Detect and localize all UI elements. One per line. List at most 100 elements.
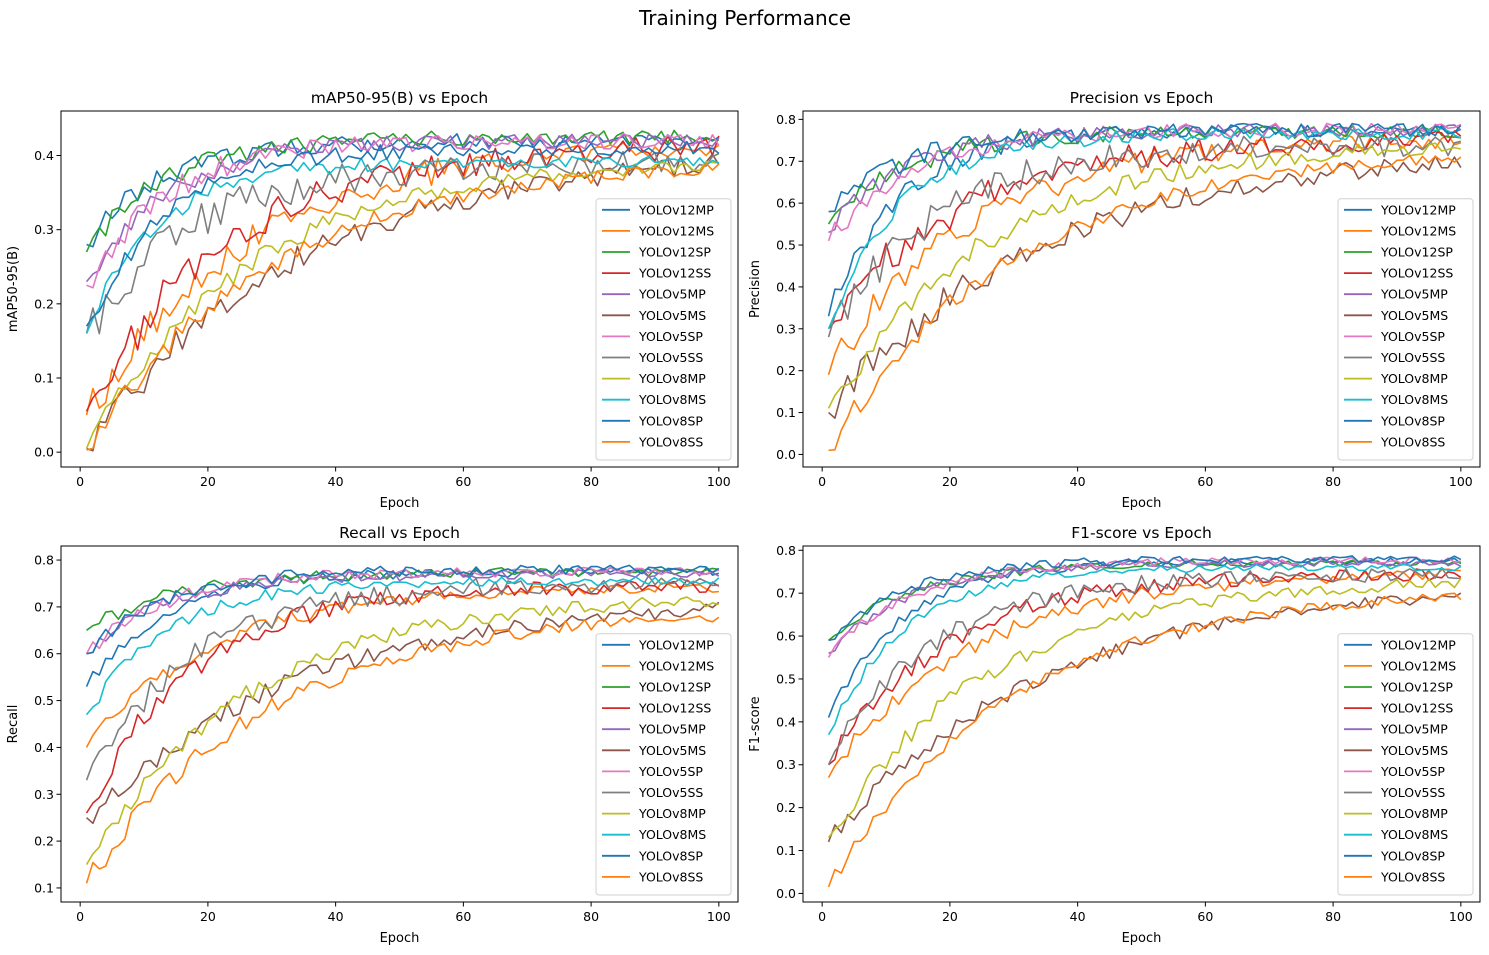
legend-label-yolov12mp: YOLOv12MP — [638, 637, 714, 652]
x-tick-label: 80 — [583, 474, 599, 489]
y-axis-label: Recall — [6, 705, 21, 744]
legend-label-yolov12sp: YOLOv12SP — [1380, 680, 1453, 695]
series-line-yolov8ss — [827, 592, 1462, 888]
x-axis-label: Epoch — [380, 496, 420, 511]
y-tick-label: 0.1 — [34, 371, 54, 386]
series-line-yolov5sp — [827, 556, 1461, 658]
series-line-yolov8mp — [85, 160, 719, 449]
subplot-4: F1-score vs Epoch 0 20 40 60 80 100 0.0 0.1 0.2 0.… — [748, 524, 1481, 946]
series-lines — [827, 555, 1462, 888]
legend-label-yolov5ms: YOLOv5MS — [1380, 308, 1448, 323]
series-line-yolov8ss — [85, 615, 720, 884]
legend: YOLOv12MP YOLOv12MS YOLOv12SP YOLOv12SS YOLO… — [1337, 633, 1474, 896]
legend-label-yolov12ms: YOLOv12MS — [1380, 658, 1456, 673]
x-tick-label: 100 — [1449, 474, 1473, 489]
x-tick-label: 100 — [707, 474, 731, 489]
legend-label-yolov12ss: YOLOv12SS — [1380, 266, 1453, 281]
legend-label-yolov8sp: YOLOv8SP — [1380, 848, 1445, 863]
legend-box — [1337, 633, 1474, 896]
legend-label-yolov8ss: YOLOv8SS — [1380, 434, 1445, 449]
y-tick-label: 0.6 — [776, 629, 796, 644]
x-tick-label: 60 — [455, 909, 471, 924]
legend-label-yolov5ss: YOLOv5SS — [1380, 350, 1445, 365]
series-line-yolov8ms — [85, 155, 720, 334]
series-line-yolov5sp — [86, 132, 720, 289]
x-axis-label: Epoch — [1122, 496, 1162, 511]
x-tick-label: 60 — [1197, 474, 1213, 489]
series-line-yolov8ms — [827, 127, 1462, 330]
y-tick-label: 0.1 — [34, 880, 54, 895]
series-lines — [85, 564, 720, 884]
legend-label-yolov5mp: YOLOv5MP — [1380, 722, 1448, 737]
series-lines — [827, 122, 1462, 452]
legend-label-yolov5mp: YOLOv5MP — [1380, 287, 1448, 302]
subplot-title: mAP50-95(B) vs Epoch — [311, 89, 488, 107]
y-tick-label: 0.0 — [776, 886, 796, 901]
legend-label-yolov12ss: YOLOv12SS — [638, 701, 711, 716]
y-tick-label: 0.4 — [34, 148, 54, 163]
series-lines — [85, 129, 720, 452]
legend-label-yolov5ss: YOLOv5SS — [638, 350, 703, 365]
x-tick-label: 0 — [818, 909, 826, 924]
axes-frame — [60, 545, 739, 903]
y-tick-label: 0.7 — [776, 154, 796, 169]
x-tick-label: 20 — [942, 474, 958, 489]
legend-label-yolov8sp: YOLOv8SP — [1380, 413, 1445, 428]
series-line-yolov8mp — [827, 577, 1462, 839]
y-tick-label: 0.5 — [776, 238, 796, 253]
x-tick-label: 0 — [76, 909, 84, 924]
legend-label-yolov8ss: YOLOv8SS — [1380, 869, 1445, 884]
x-tick-label: 20 — [942, 909, 958, 924]
series-line-yolov5ms — [827, 592, 1462, 843]
legend-label-yolov5ss: YOLOv5SS — [638, 785, 703, 800]
legend-label-yolov12ms: YOLOv12MS — [1380, 223, 1456, 238]
x-tick-label: 40 — [328, 909, 344, 924]
legend-label-yolov8ms: YOLOv8MS — [1380, 827, 1448, 842]
legend-label-yolov12mp: YOLOv12MP — [638, 202, 714, 217]
series-line-yolov5ms — [86, 601, 720, 825]
series-line-yolov5ss — [85, 150, 720, 335]
y-tick-label: 0.1 — [776, 405, 796, 420]
series-line-yolov8sp — [85, 140, 720, 327]
y-axis-label: mAP50-95(B) — [6, 246, 21, 332]
legend-label-yolov5sp: YOLOv5SP — [638, 329, 703, 344]
series-line-yolov12mp — [85, 567, 720, 687]
y-tick-label: 0.7 — [34, 599, 54, 614]
subplot-title: Recall vs Epoch — [339, 524, 460, 542]
x-tick-label: 100 — [707, 909, 731, 924]
series-line-yolov12ms — [827, 568, 1461, 778]
legend-box — [595, 633, 732, 896]
subplot-3: Recall vs Epoch 0 20 40 60 80 100 0.1 0.2 0.3 0.4 0… — [6, 524, 739, 946]
y-tick-label: 0.3 — [34, 222, 54, 237]
y-tick-label: 0.0 — [34, 445, 54, 460]
series-line-yolov12ss — [827, 130, 1462, 330]
x-tick-label: 0 — [76, 474, 84, 489]
legend-box — [1337, 198, 1474, 461]
legend-label-yolov5mp: YOLOv5MP — [638, 287, 706, 302]
y-tick-label: 0.4 — [34, 740, 54, 755]
y-tick-label: 0.3 — [776, 757, 796, 772]
legend-label-yolov12mp: YOLOv12MP — [1380, 202, 1456, 217]
legend-label-yolov8ss: YOLOv8SS — [638, 434, 703, 449]
series-line-yolov8mp — [827, 142, 1462, 409]
x-axis-label: Epoch — [380, 931, 420, 946]
figure-title: Training Performance — [638, 6, 851, 30]
legend-label-yolov8mp: YOLOv8MP — [638, 806, 706, 821]
legend-label-yolov12sp: YOLOv12SP — [638, 680, 711, 695]
x-axis-label: Epoch — [1122, 931, 1162, 946]
x-tick-label: 20 — [200, 909, 216, 924]
legend-box — [595, 198, 732, 461]
y-tick-label: 0.2 — [34, 296, 54, 311]
x-tick-label: 60 — [455, 474, 471, 489]
subplot-title: Precision vs Epoch — [1070, 89, 1214, 107]
legend-label-yolov12sp: YOLOv12SP — [1380, 245, 1453, 260]
legend: YOLOv12MP YOLOv12MS YOLOv12SP YOLOv12SS YOLO… — [595, 633, 732, 896]
y-tick-label: 0.6 — [776, 196, 796, 211]
x-tick-label: 20 — [200, 474, 216, 489]
legend-label-yolov5ss: YOLOv5SS — [1380, 785, 1445, 800]
series-line-yolov8ss — [828, 154, 1462, 452]
y-tick-label: 0.7 — [776, 586, 796, 601]
y-tick-label: 0.8 — [776, 112, 796, 127]
legend-label-yolov8mp: YOLOv8MP — [1380, 806, 1448, 821]
axes-frame — [802, 545, 1481, 903]
